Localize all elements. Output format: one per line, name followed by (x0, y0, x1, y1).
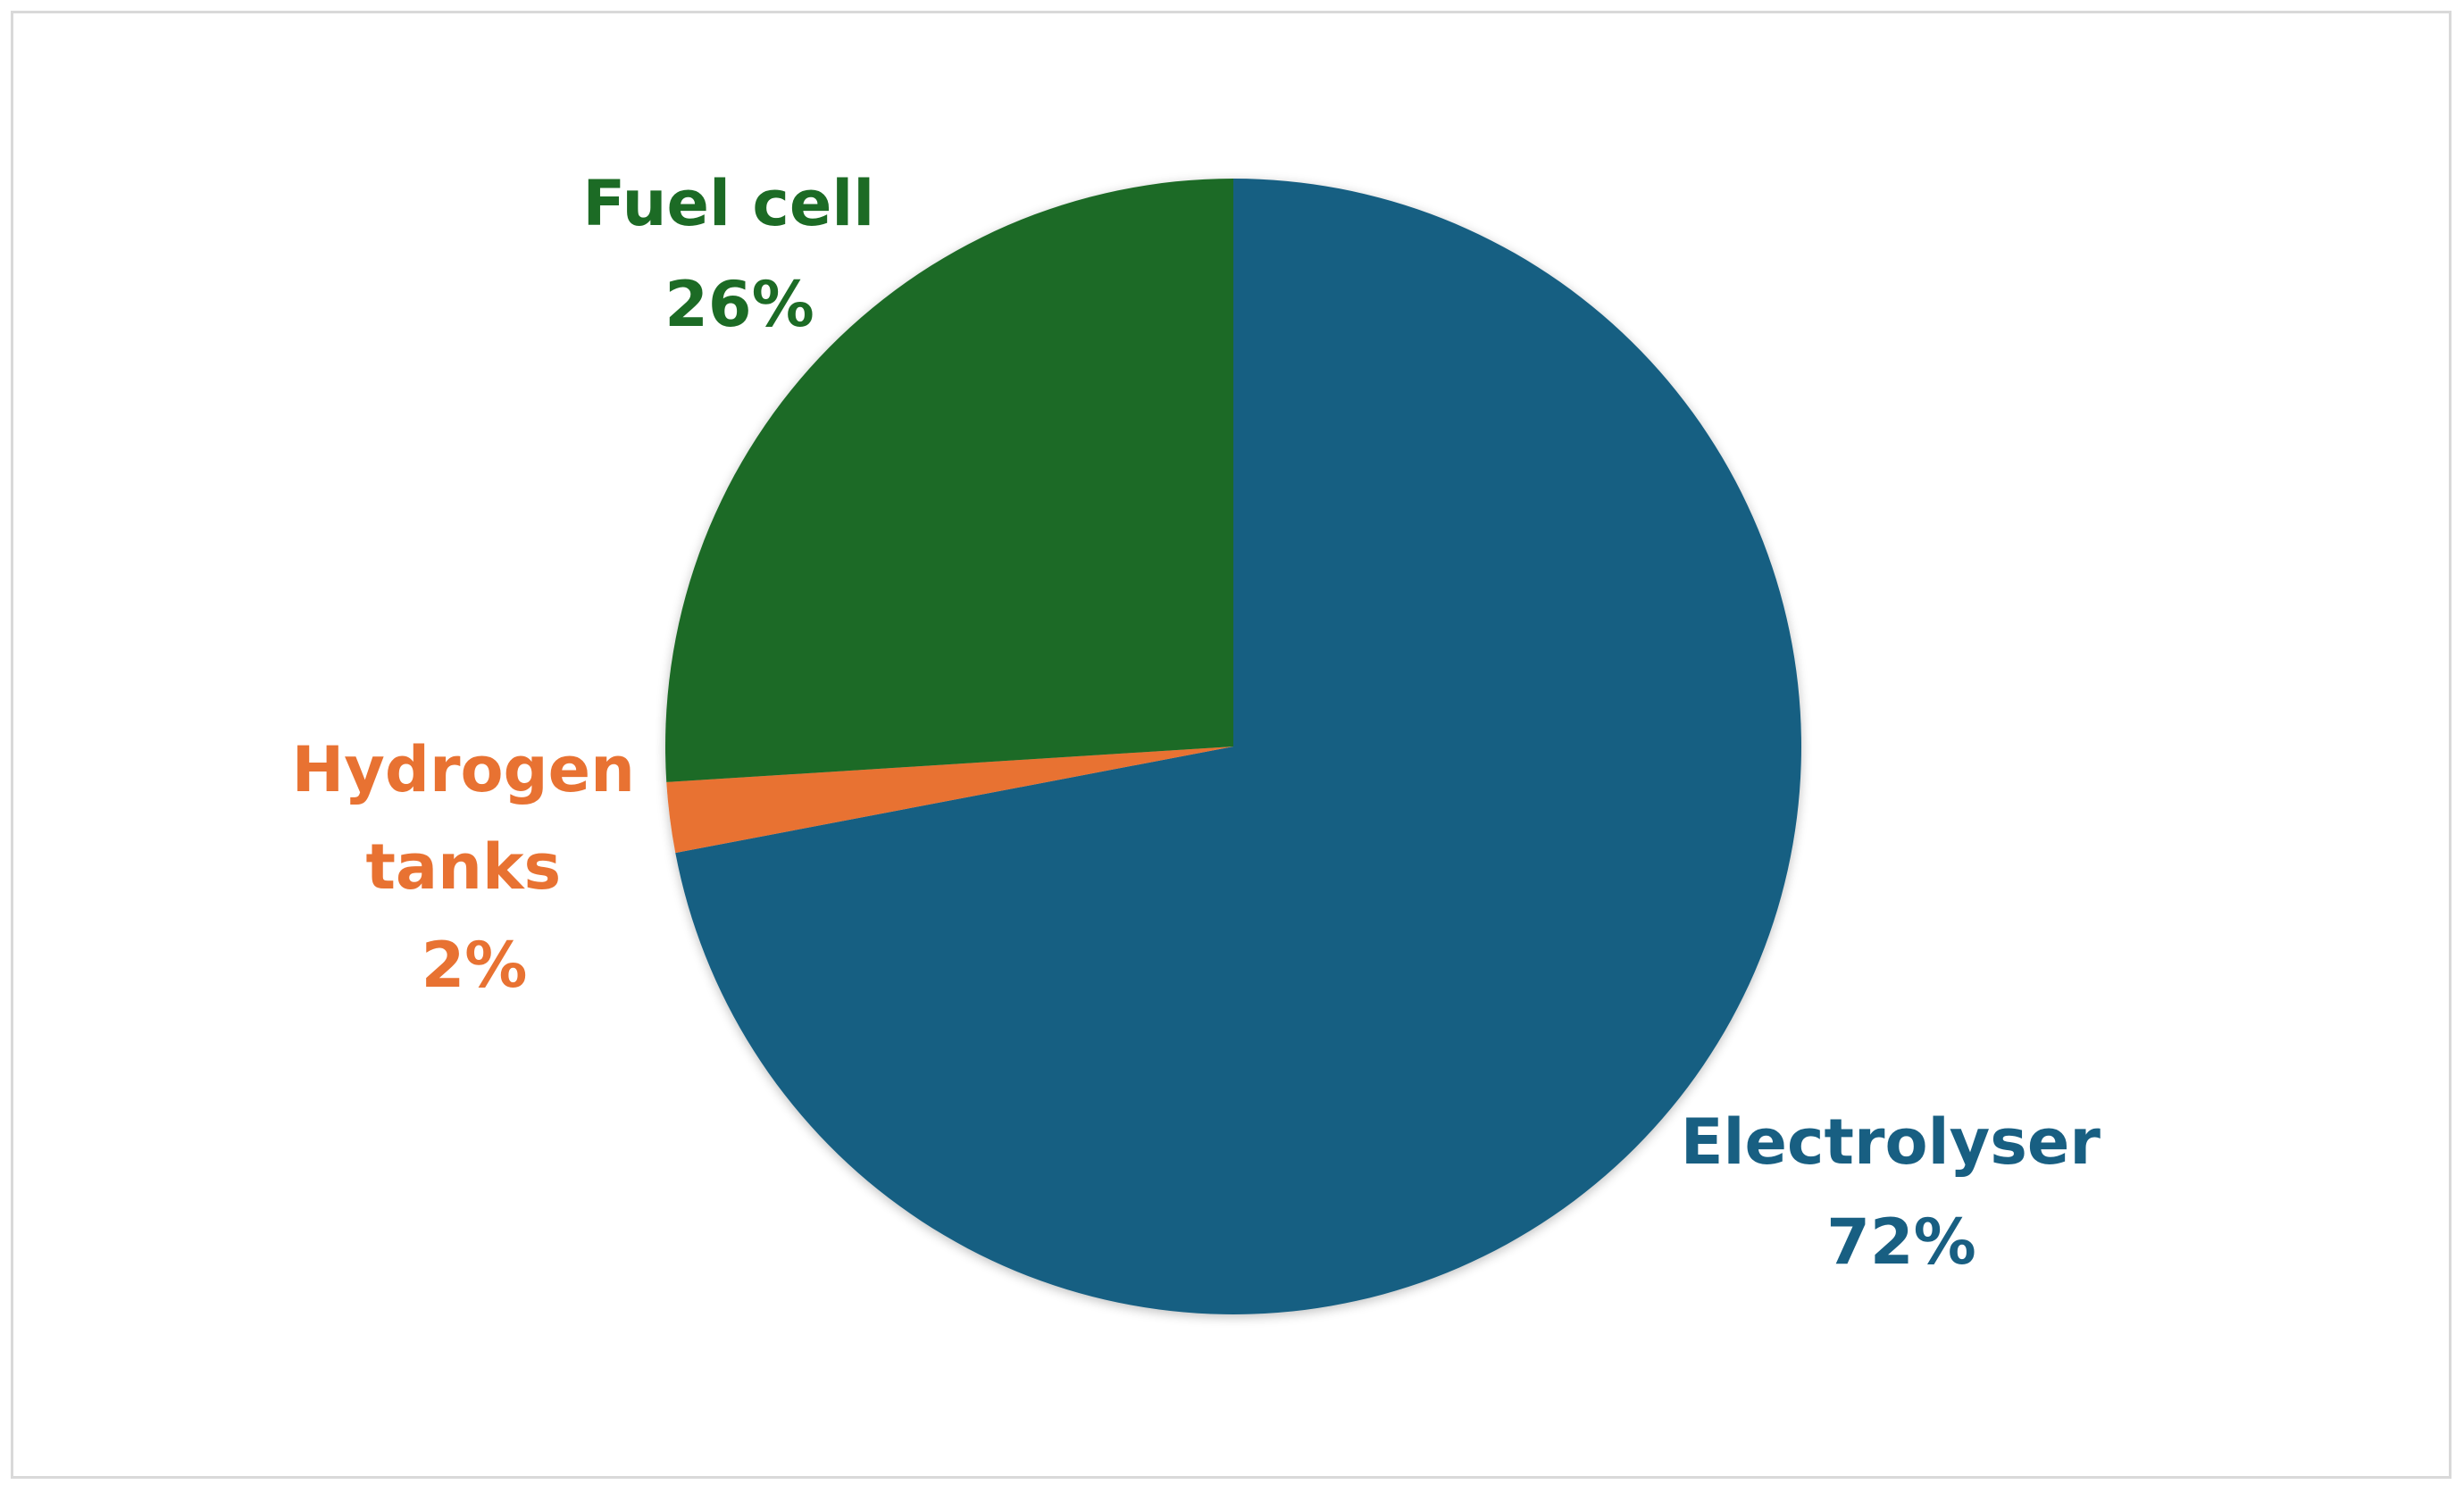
pie-slice-fuel-cell (665, 179, 1233, 782)
label-hydrogen-tanks-value: 2% (422, 929, 528, 1002)
label-fuel-cell-name: Fuel cell (582, 167, 874, 240)
label-electrolyser-name: Electrolyser (1681, 1105, 2101, 1179)
label-hydrogen-tanks-line1: Hydrogen (292, 733, 635, 806)
pie-slices (665, 179, 1801, 1314)
label-fuel-cell-value: 26% (664, 268, 814, 341)
pie-slice-hydrogen-tanks (666, 746, 1233, 854)
label-electrolyser-value: 72% (1826, 1205, 1976, 1279)
label-fuel-cell: Fuel cell 26% (582, 167, 896, 341)
label-electrolyser: Electrolyser 72% (1681, 1105, 2123, 1279)
label-hydrogen-tanks: Hydrogen tanks 2% (292, 733, 657, 1002)
pie-slice-electrolyser (675, 179, 1801, 1314)
label-hydrogen-tanks-line2: tanks (365, 830, 561, 904)
